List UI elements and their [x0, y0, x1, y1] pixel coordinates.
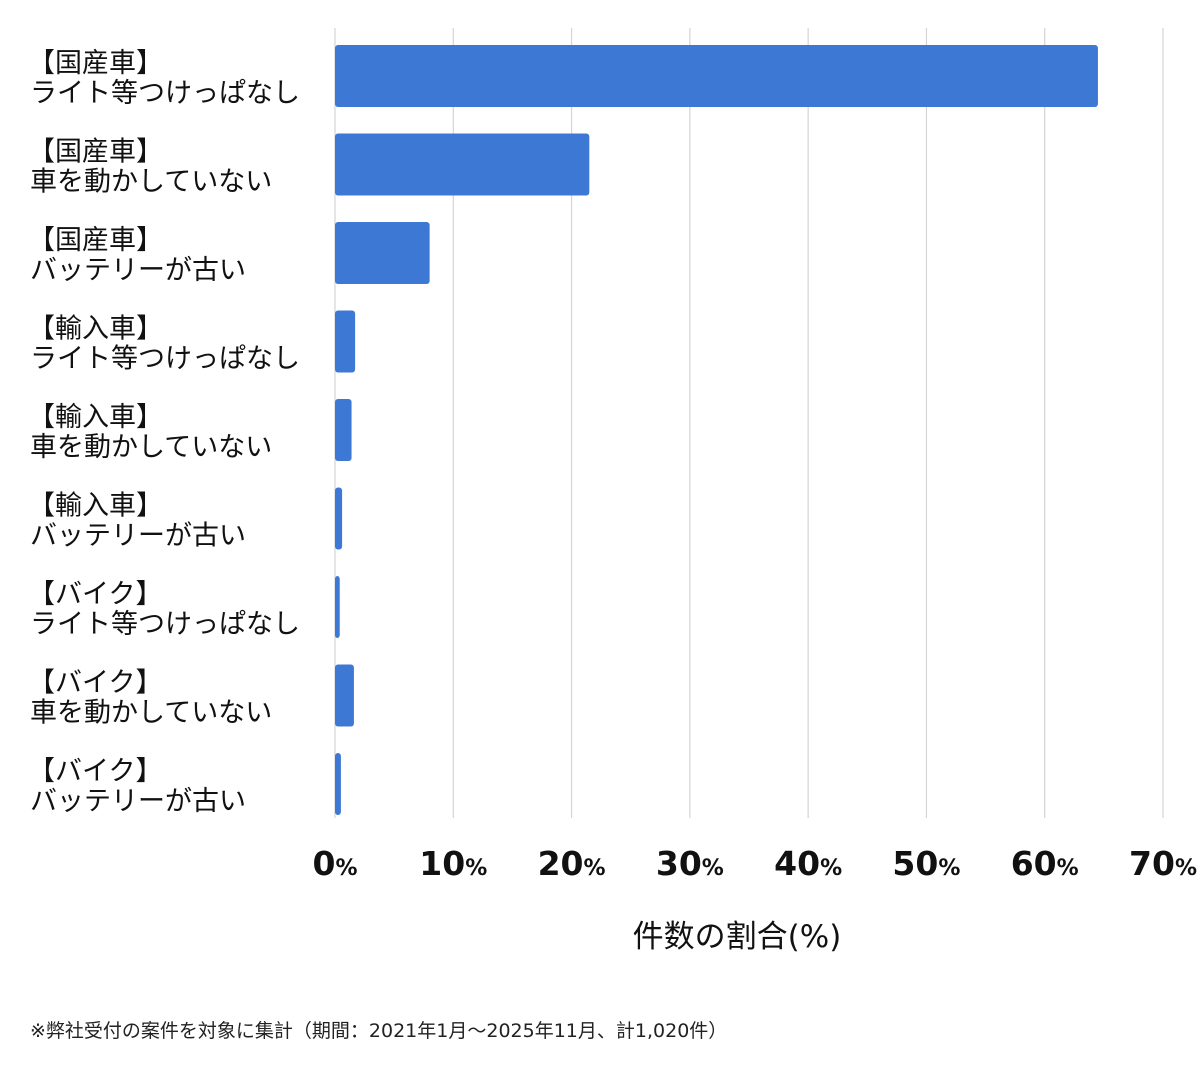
tick-unit: % [702, 856, 724, 881]
tick-unit: % [465, 856, 487, 881]
bar-chart: 【国産車】ライト等つけっぱなし【国産車】車を動かしていない【国産車】バッテリーが… [28, 28, 1197, 955]
bar [335, 664, 354, 727]
category-label: 【バイク】車を動かしていない [28, 668, 272, 729]
category-label-line2: ライト等つけっぱなし [30, 344, 300, 375]
category-label: 【輸入車】バッテリーが古い [28, 491, 246, 552]
tick-value: 30 [656, 844, 702, 883]
bar [335, 487, 343, 550]
category-label-line2: ライト等つけっぱなし [30, 78, 300, 109]
x-tick-label: 30% [656, 844, 724, 883]
category-label: 【国産車】ライト等つけっぱなし [28, 48, 300, 109]
category-label-line1: 【国産車】 [28, 137, 163, 168]
category-label: 【バイク】ライト等つけっぱなし [28, 579, 300, 640]
category-labels: 【国産車】ライト等つけっぱなし【国産車】車を動かしていない【国産車】バッテリーが… [28, 48, 300, 817]
category-label-line1: 【バイク】 [28, 579, 162, 610]
category-label-line1: 【バイク】 [28, 668, 162, 699]
bar [335, 576, 340, 638]
category-label: 【国産車】バッテリーが古い [28, 225, 246, 286]
x-tick-label: 10% [419, 844, 487, 883]
category-label-line1: 【輸入車】 [28, 314, 163, 345]
category-label: 【国産車】車を動かしていない [28, 137, 272, 198]
x-axis-title: 件数の割合(%) [633, 919, 842, 955]
tick-unit: % [584, 856, 606, 881]
tick-unit: % [335, 856, 357, 881]
category-label: 【輸入車】車を動かしていない [28, 402, 272, 463]
x-tick-labels: 0% 10% 20% 30% 40% 50% 60% 70% [312, 844, 1197, 883]
tick-value: 40 [774, 844, 820, 883]
category-label: 【輸入車】ライト等つけっぱなし [28, 314, 300, 375]
tick-unit: % [820, 856, 842, 881]
category-label-line2: バッテリーが古い [30, 521, 246, 552]
footnote: ※弊社受付の案件を対象に集計（期間：2021年1月〜2025年11月、計1,02… [30, 1020, 728, 1042]
category-label-line1: 【輸入車】 [28, 402, 163, 433]
bar [335, 399, 352, 461]
bars [335, 45, 1098, 815]
category-label-line2: ライト等つけっぱなし [30, 609, 300, 640]
category-label-line1: 【国産車】 [28, 225, 163, 256]
tick-value: 0 [312, 844, 335, 883]
x-tick-label: 20% [538, 844, 606, 883]
bar [335, 222, 430, 284]
tick-unit: % [1175, 856, 1197, 881]
category-label-line1: 【バイク】 [28, 756, 162, 787]
bar [335, 310, 356, 373]
x-tick-label: 40% [774, 844, 842, 883]
bar [335, 753, 341, 815]
tick-unit: % [1057, 856, 1079, 881]
bar [335, 45, 1098, 107]
x-tick-label: 50% [892, 844, 960, 883]
category-label-line2: バッテリーが古い [30, 255, 246, 286]
tick-value: 50 [892, 844, 938, 883]
x-tick-label: 60% [1011, 844, 1079, 883]
category-label-line2: バッテリーが古い [30, 786, 246, 817]
category-label-line1: 【国産車】 [28, 48, 163, 79]
category-label-line2: 車を動かしていない [30, 167, 272, 198]
tick-value: 20 [538, 844, 584, 883]
tick-value: 10 [419, 844, 465, 883]
tick-value: 70 [1129, 844, 1175, 883]
category-label-line2: 車を動かしていない [30, 432, 272, 463]
tick-value: 60 [1011, 844, 1057, 883]
category-label-line1: 【輸入車】 [28, 491, 163, 522]
tick-unit: % [938, 856, 960, 881]
x-tick-label: 70% [1129, 844, 1197, 883]
category-label-line2: 車を動かしていない [30, 698, 272, 729]
x-tick-label: 0% [312, 844, 357, 883]
bar [335, 133, 590, 196]
category-label: 【バイク】バッテリーが古い [28, 756, 246, 817]
